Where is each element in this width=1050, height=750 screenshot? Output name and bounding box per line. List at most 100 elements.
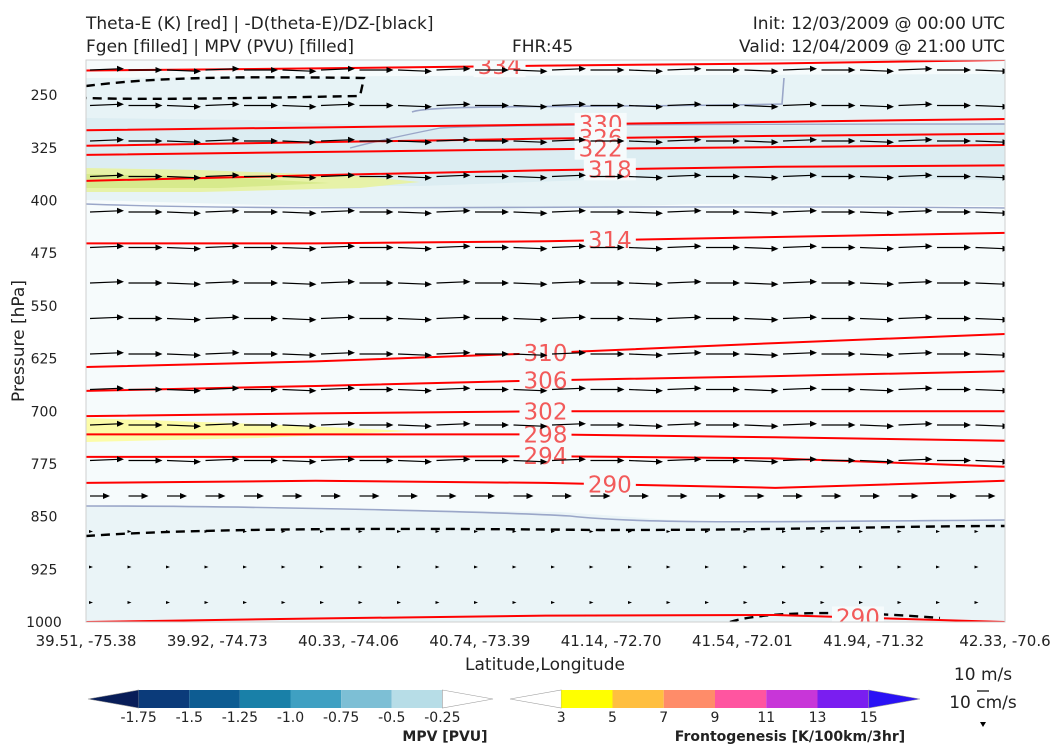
vector-arrow xyxy=(436,245,466,249)
vector-arrow xyxy=(205,68,235,71)
vector-arrow xyxy=(975,353,1005,356)
vector-arrow-head xyxy=(820,530,825,533)
vector-arrow xyxy=(628,353,659,356)
vector-arrow-head xyxy=(474,530,478,533)
vector-arrow-head xyxy=(897,565,902,569)
vector-arrow-head xyxy=(705,565,709,569)
vector-arrow xyxy=(397,246,428,250)
y-tick-label: 550 xyxy=(31,299,58,315)
vector-arrow-head xyxy=(694,65,702,72)
theta-e-label-gap xyxy=(583,158,636,181)
colorbar-extend-min xyxy=(509,689,562,709)
vector-arrow-head xyxy=(617,173,625,180)
vector-arrow xyxy=(667,352,697,355)
vector-arrow xyxy=(628,104,659,108)
vector-arrow xyxy=(628,388,659,392)
y-tick-label: 475 xyxy=(31,246,58,262)
vector-arrow-head xyxy=(617,102,625,109)
vector-arrow-head xyxy=(526,493,534,499)
y-tick-label: 700 xyxy=(31,404,58,420)
vector-arrow xyxy=(551,423,582,426)
vector-arrow xyxy=(898,316,928,320)
vector-arrow-head xyxy=(463,385,471,392)
vector-arrow-head xyxy=(155,457,163,464)
vector-arrow-head xyxy=(232,314,240,321)
vector-arrow xyxy=(513,104,543,108)
vector-arrow-head xyxy=(425,139,432,146)
vector-arrow-head xyxy=(1002,68,1005,75)
vector-arrow-head xyxy=(502,102,509,109)
vector-arrow-head xyxy=(579,420,586,427)
vector-arrow-head xyxy=(656,458,663,465)
vector-arrow-head xyxy=(232,136,240,143)
vector-arrow-head xyxy=(848,280,856,286)
vector-arrow-head xyxy=(271,209,278,215)
vector-arrow-head xyxy=(897,601,902,604)
vector-arrow-head xyxy=(771,245,779,252)
vector-key-vertical: 10 cm/s xyxy=(949,693,1017,713)
vector-arrow-head xyxy=(733,138,740,144)
vector-arrow-head xyxy=(463,349,471,356)
vector-arrow-head xyxy=(386,422,394,428)
vector-arrow-head xyxy=(425,387,432,394)
vector-arrow xyxy=(859,282,890,285)
vector-arrow-head xyxy=(551,565,555,569)
vector-arrow-head xyxy=(988,493,996,499)
vector-arrow xyxy=(667,68,697,71)
vector-arrow-head xyxy=(705,530,709,533)
vector-arrow xyxy=(397,459,428,463)
vector-arrow-head xyxy=(964,422,971,428)
vector-arrow xyxy=(782,387,813,391)
plot-area: 334330326322318314310306302298294290290 xyxy=(86,60,1005,622)
vector-arrow-head xyxy=(820,565,825,569)
vector-arrow-head xyxy=(782,565,786,569)
vector-arrow-head xyxy=(155,386,163,393)
vector-arrow-head xyxy=(257,493,264,499)
vector-arrow-head xyxy=(579,349,586,356)
stability-contour-low xyxy=(86,524,1005,538)
vector-arrow-head xyxy=(887,245,894,252)
vector-arrow-head xyxy=(897,530,902,533)
vector-arrow-head xyxy=(925,456,933,463)
vector-arrow xyxy=(89,245,120,249)
vector-arrow xyxy=(782,423,813,426)
fgen-fill-lower xyxy=(86,418,412,442)
vector-arrow xyxy=(89,387,120,391)
x-tick-label: 40.33, -74.06 xyxy=(298,632,399,650)
vector-arrow-head xyxy=(656,174,663,181)
x-tick-label: 39.92, -74.73 xyxy=(167,632,268,650)
vector-arrow-head xyxy=(810,136,817,143)
vector-arrow-head xyxy=(579,243,586,250)
fgen-fill-upper-core xyxy=(86,174,330,188)
vector-arrow xyxy=(320,174,351,178)
vector-arrow-head xyxy=(810,314,817,321)
vector-arrow-head xyxy=(656,68,663,75)
vector-arrow xyxy=(320,281,351,284)
vector-arrow-head xyxy=(848,102,856,109)
vector-arrow-head xyxy=(281,565,286,569)
theta-e-label-gap xyxy=(473,60,526,78)
vector-arrow xyxy=(513,140,543,143)
vector-arrow-head xyxy=(771,458,779,465)
vector-arrow-head xyxy=(887,68,894,75)
vector-arrow-head xyxy=(474,565,478,569)
x-tick-label: 41.94, -71.32 xyxy=(823,632,924,650)
vector-arrow xyxy=(551,139,582,142)
vector-arrow xyxy=(898,423,928,426)
vector-arrow-head xyxy=(796,493,803,499)
theta-e-line xyxy=(86,60,1005,72)
stability-contour-bottom xyxy=(729,611,941,622)
vector-arrow-head xyxy=(617,457,625,464)
vector-arrow xyxy=(282,353,312,356)
theta-e-label-gap xyxy=(519,369,572,392)
vector-arrow-head xyxy=(463,207,471,214)
vector-arrow-head xyxy=(810,101,817,108)
vector-arrow-head xyxy=(502,173,509,180)
vector-arrow-head xyxy=(848,244,856,251)
vector-arrow-head xyxy=(309,68,317,75)
vector-arrow xyxy=(166,317,197,321)
theta-e-contours: 334330326322318314310306302298294290290 xyxy=(86,60,1005,622)
vector-arrow-head xyxy=(859,530,863,533)
vector-arrow xyxy=(166,104,197,108)
vector-arrow-head xyxy=(771,352,779,359)
